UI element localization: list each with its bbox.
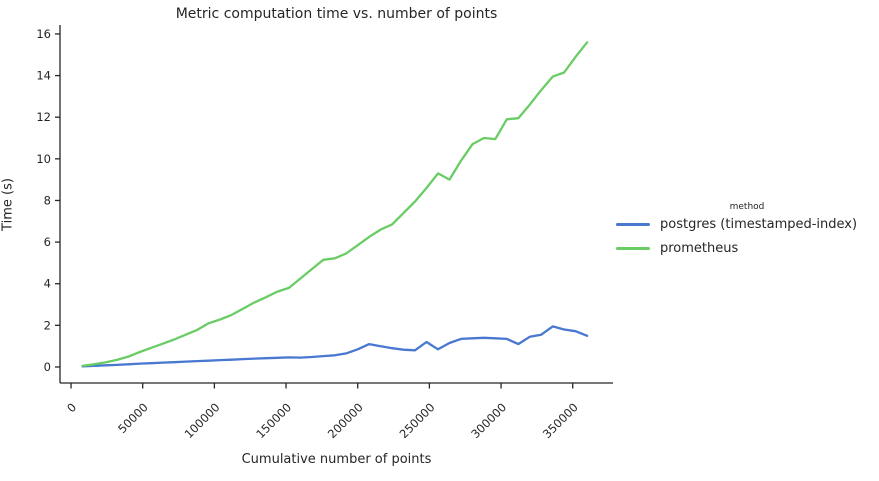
legend-title: method [729,202,765,212]
x-tick-label: 200000 [325,400,366,441]
y-tick-label: 0 [44,360,51,374]
prometheus-line-swatch [616,247,650,250]
chart-title: Metric computation time vs. number of po… [175,6,498,22]
x-tick-label: 0 [64,400,79,415]
legend-label-prometheus: prometheus [660,241,739,256]
x-tick-label: 50000 [115,400,151,436]
legend: method postgres (timestamped-index) prom… [616,202,878,265]
plot-line-prometheus [81,41,589,368]
y-tick-label: 12 [36,110,51,124]
x-axis-label: Cumulative number of points [241,452,432,467]
y-tick-label: 10 [36,152,51,166]
y-tick-label: 8 [44,193,51,207]
x-tick-label: 100000 [182,400,223,441]
y-tick-label: 6 [44,235,51,249]
y-tick-label: 14 [36,69,51,83]
legend-entry-postgres: postgres (timestamped-index) [616,217,878,232]
postgres-line-swatch [616,223,650,226]
x-tick-label: 250000 [397,400,438,441]
plot-line-postgres [81,325,589,368]
y-tick-label: 2 [44,318,51,332]
legend-entry-prometheus: prometheus [616,241,878,256]
x-tick-label: 300000 [468,400,509,441]
x-tick-label: 150000 [253,400,294,441]
x-tick-label: 350000 [540,400,581,441]
y-tick-label: 16 [36,27,51,41]
legend-label-postgres: postgres (timestamped-index) [660,217,858,232]
y-tick-label: 4 [44,277,51,291]
